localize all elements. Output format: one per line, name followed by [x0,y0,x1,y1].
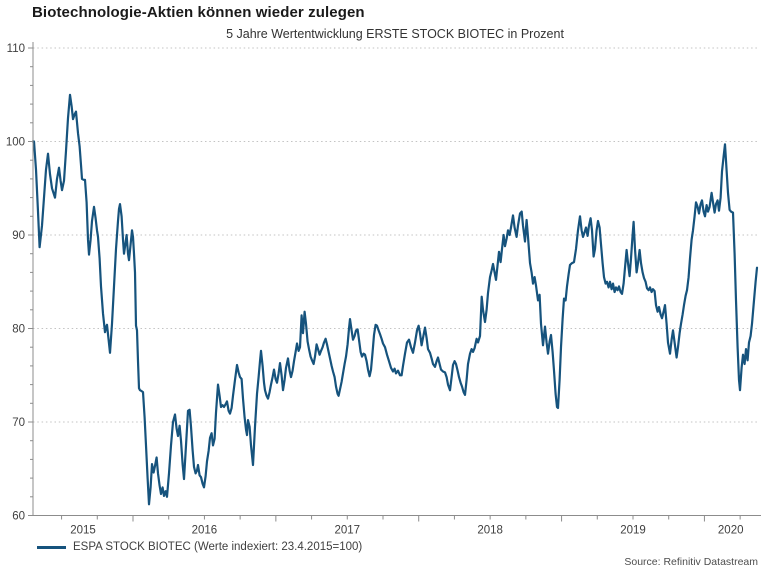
x-tick-label: 2018 [477,525,503,537]
performance-line [31,93,759,506]
x-tick-label: 2017 [334,525,360,537]
chart-subtitle: 5 Jahre Wertentwicklung ERSTE STOCK BIOT… [226,27,564,41]
y-tick-label: 100 [6,137,25,149]
y-tick-label: 70 [12,417,25,429]
x-tick-label: 2015 [70,525,96,537]
x-tick-label: 2020 [718,525,744,537]
x-tick-label: 2016 [192,525,218,537]
chart-title: Biotechnologie-Aktien können wieder zule… [32,4,365,21]
y-tick-label: 80 [12,324,25,336]
legend: ESPA STOCK BIOTEC (Werte indexiert: 23.4… [37,541,362,553]
x-tick-label: 2019 [620,525,646,537]
y-tick-label: 90 [12,230,25,242]
y-tick-label: 60 [12,511,25,523]
source-credit: Source: Refinitiv Datastream [624,556,758,568]
y-tick-label: 110 [7,43,25,55]
legend-line-swatch [37,545,66,549]
legend-label: ESPA STOCK BIOTEC (Werte indexiert: 23.4… [73,541,363,553]
